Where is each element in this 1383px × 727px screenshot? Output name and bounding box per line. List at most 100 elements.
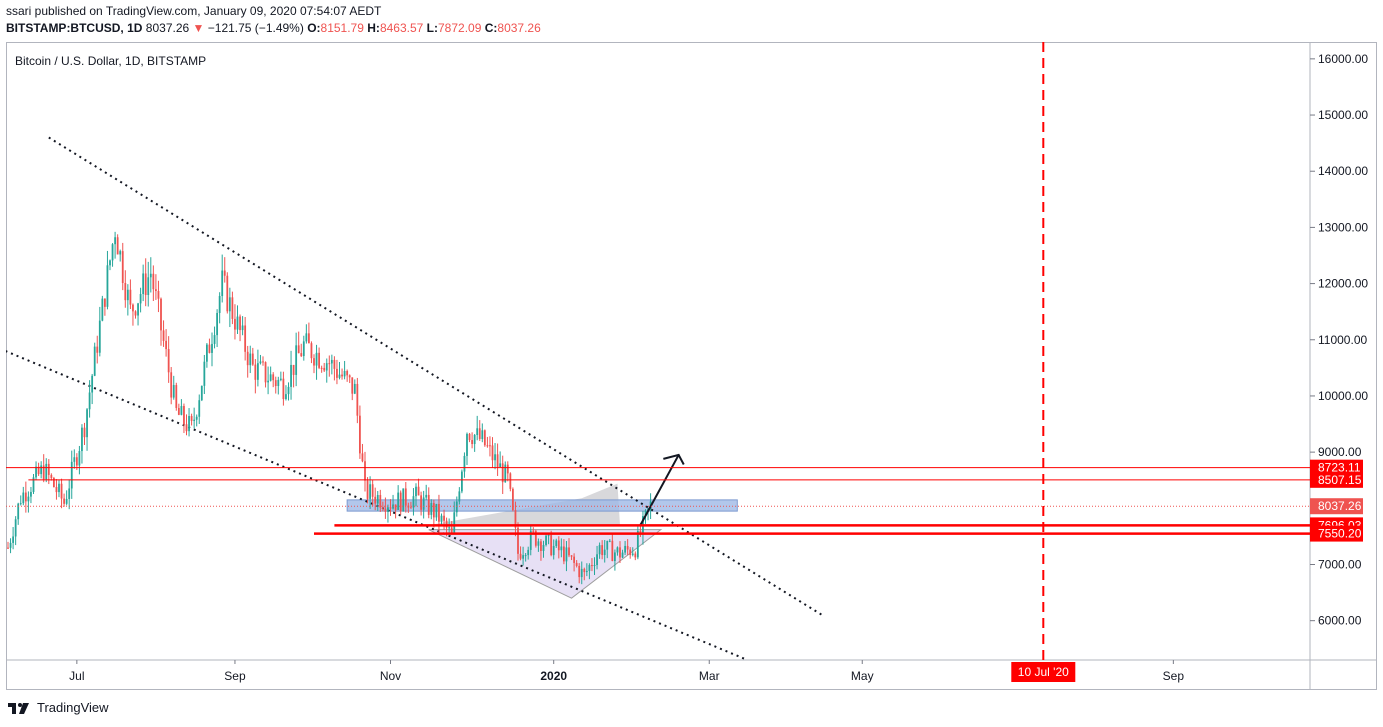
candle-body [262, 361, 264, 363]
candle-body [297, 345, 300, 354]
candle-body [476, 428, 479, 436]
candle-body [614, 552, 616, 562]
candle-body [129, 289, 132, 305]
candle-body [542, 545, 545, 551]
candle-body [78, 451, 81, 466]
candle-body [75, 457, 78, 466]
tradingview-logo[interactable]: TradingView [8, 700, 109, 715]
candle-body [504, 464, 507, 483]
candle-body [387, 507, 389, 512]
lower-trendline[interactable] [6, 350, 748, 661]
candle-body [55, 487, 58, 493]
candle-body [70, 461, 73, 489]
candle-body [213, 335, 216, 344]
low-label: L: [426, 21, 438, 35]
candle-body [302, 341, 305, 357]
candle-body [557, 540, 560, 551]
candle-body [624, 545, 626, 553]
candle-body [121, 251, 124, 283]
candle-body [101, 298, 104, 321]
candle-body [152, 273, 155, 290]
candle-body [440, 515, 443, 522]
candle-body [259, 361, 262, 364]
candle-body [12, 536, 14, 543]
candle-body [466, 433, 468, 456]
candle-body [310, 343, 313, 359]
candle-body [598, 545, 601, 555]
candle-body [519, 553, 522, 559]
candle-body [631, 553, 634, 555]
candle-body [157, 290, 160, 299]
candle-body [481, 430, 484, 439]
candle-body [228, 297, 231, 312]
candle-body [580, 568, 583, 578]
price-tick-label: 15000.00 [1318, 108, 1368, 122]
candle-body [517, 527, 519, 554]
candle-body [629, 549, 632, 555]
candle-body [621, 552, 624, 558]
candle-body [346, 370, 349, 376]
price-level-label: 7550.20 [1318, 527, 1362, 541]
candle-body [323, 367, 326, 371]
candle-body [249, 353, 252, 366]
candle-body [65, 498, 68, 504]
candle-body [450, 527, 453, 533]
candle-body [91, 375, 94, 393]
time-tick-label: Nov [380, 669, 401, 683]
time-tick-label: Jul [69, 669, 84, 683]
candle-body [364, 461, 366, 481]
support-zone-rectangle[interactable] [346, 499, 738, 512]
candle-body [404, 488, 407, 506]
candle-body [47, 463, 50, 475]
candle-body [578, 565, 581, 578]
candle-body [547, 535, 550, 537]
candle-body [257, 363, 259, 380]
candle-body [415, 486, 417, 497]
candle-body [14, 519, 17, 537]
candle-body [68, 488, 71, 499]
candle-body [211, 343, 213, 353]
publish-info: ssari published on TradingView.com, Janu… [6, 4, 382, 18]
last-price-badge [1310, 498, 1363, 515]
candle-body [203, 361, 206, 386]
candle-body [425, 494, 428, 498]
upper-trendline[interactable] [48, 136, 825, 618]
candle-body [241, 325, 244, 331]
candle-body [611, 540, 614, 562]
candle-body [73, 457, 76, 462]
candle-body [200, 385, 203, 401]
candle-body [389, 507, 392, 509]
candle-body [50, 474, 53, 478]
chart-border [6, 42, 1377, 690]
candle-body [509, 473, 512, 489]
low-value: 7872.09 [438, 21, 482, 35]
candle-body [114, 237, 116, 245]
candle-body [496, 454, 499, 468]
candle-body [402, 488, 405, 512]
candle-body [461, 471, 463, 492]
candle-body [132, 304, 134, 312]
triangle-drawing-upper[interactable] [428, 483, 620, 526]
candle-body [236, 316, 239, 330]
candle-body [119, 251, 122, 255]
candle-body [583, 568, 586, 573]
candle-body [616, 547, 619, 553]
symbol-name[interactable]: BITSTAMP:BTCUSD, 1D [6, 21, 143, 35]
forecast-arrow[interactable] [639, 454, 680, 526]
candle-body [221, 270, 224, 297]
price-tick-label: 14000.00 [1318, 164, 1368, 178]
candle-body [328, 363, 331, 365]
candle-body [308, 333, 310, 344]
triangle-drawing-lower[interactable] [428, 529, 663, 599]
candle-body [563, 546, 565, 562]
candle-body [356, 383, 359, 416]
candle-body [19, 503, 22, 505]
candle-body [208, 344, 211, 353]
candle-body [486, 445, 489, 447]
candle-body [455, 501, 458, 513]
candle-body [366, 480, 369, 499]
candle-body [274, 380, 277, 387]
candle-body [195, 416, 198, 420]
candle-body [527, 549, 530, 556]
